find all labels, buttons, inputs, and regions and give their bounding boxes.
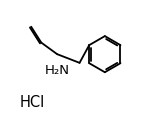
Text: HCl: HCl xyxy=(20,95,45,110)
Text: H₂N: H₂N xyxy=(45,64,70,77)
